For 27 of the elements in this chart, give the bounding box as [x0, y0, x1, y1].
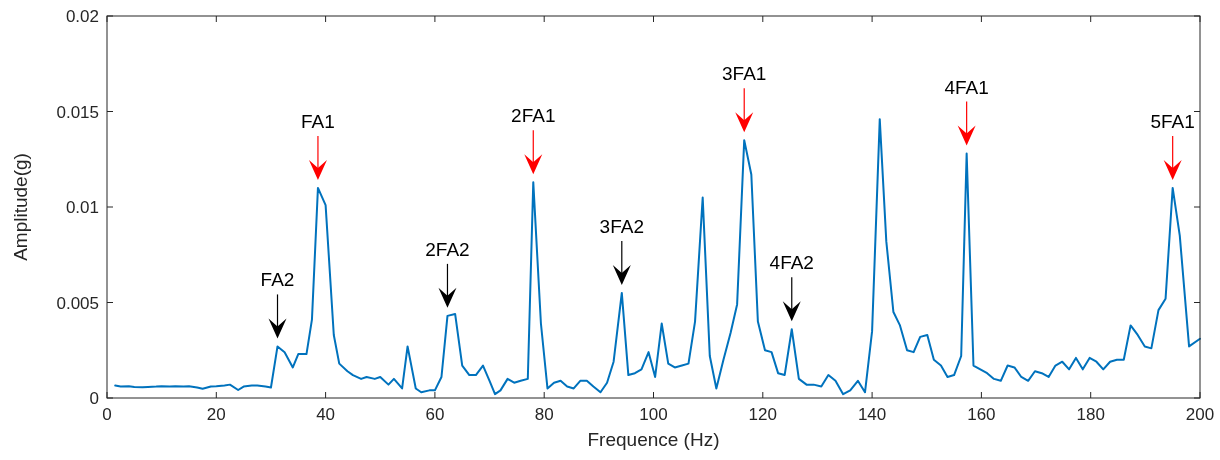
- y-tick-label: 0.005: [56, 293, 99, 313]
- annotation: FA1: [301, 110, 335, 132]
- x-tick-label: 160: [967, 405, 996, 424]
- annotation: 4FA1: [944, 76, 989, 98]
- y-axis-title: Amplitude(g): [10, 153, 31, 261]
- x-tick-label: 180: [1076, 405, 1105, 424]
- annotation: FA2: [260, 269, 295, 291]
- y-tick-label: 0: [89, 389, 99, 408]
- annotation: 2FA1: [511, 105, 556, 127]
- annotation: 2FA2: [425, 238, 470, 260]
- x-tick-label: 140: [857, 405, 887, 424]
- x-tick-label: 0: [102, 405, 112, 424]
- x-tick-label: 80: [534, 405, 554, 424]
- annotation: 5FA1: [1150, 110, 1195, 132]
- annotation: 4FA2: [769, 252, 814, 274]
- y-tick-label: 0.02: [65, 7, 99, 26]
- x-tick-label: 120: [748, 405, 777, 424]
- x-tick-label: 200: [1185, 405, 1215, 424]
- x-axis-title: Frequence (Hz): [587, 429, 720, 450]
- x-tick-label: 100: [639, 405, 668, 424]
- x-tick-label: 40: [316, 405, 336, 424]
- annotation: 3FA1: [722, 63, 767, 85]
- y-tick-label: 0.015: [56, 102, 99, 122]
- y-tick-label: 0.01: [65, 198, 99, 217]
- annotation: 3FA2: [599, 215, 644, 237]
- x-tick-label: 20: [206, 405, 226, 424]
- x-tick-label: 60: [425, 405, 445, 424]
